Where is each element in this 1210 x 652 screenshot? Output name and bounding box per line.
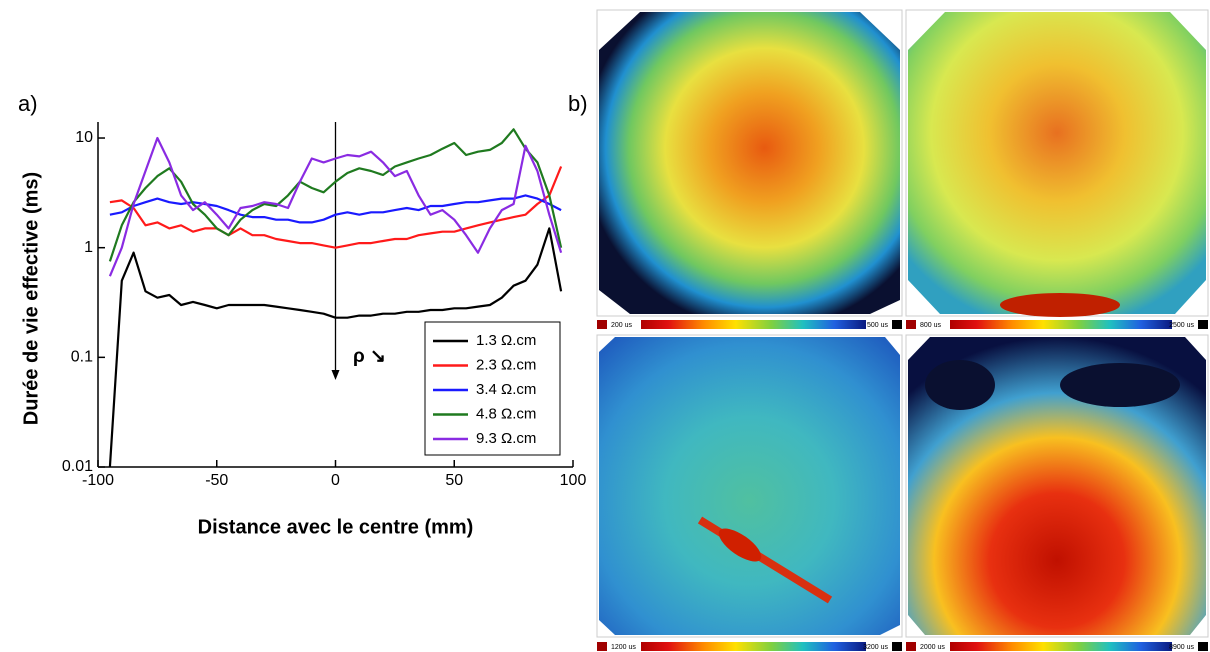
x-tick-label: -100 <box>82 472 114 489</box>
legend-box <box>424 321 561 456</box>
colorbar-min-label: 800 us <box>920 322 942 329</box>
y-tick-label: 1 <box>84 239 93 256</box>
colorbar-min-label: 1200 us <box>611 644 636 651</box>
colorbar-low <box>906 320 916 329</box>
colorbar-min-label: 2000 us <box>920 644 945 651</box>
map-feature <box>925 360 995 410</box>
y-axis-title: Durée de vie effective (ms) <box>20 172 42 425</box>
y-tick-label: 0.1 <box>71 349 93 366</box>
lifetime-map <box>599 337 900 635</box>
annotation: ρ ↘ <box>353 346 386 367</box>
colorbar-low <box>597 320 607 329</box>
legend-label: 2.3 Ω.cm <box>476 356 536 373</box>
series-line <box>108 128 563 262</box>
colorbar-max-label: 2500 us <box>1169 322 1194 329</box>
map-feature <box>718 528 762 562</box>
panel-label: a) <box>18 91 38 116</box>
colorbar <box>641 642 866 651</box>
y-tick-label: 0.01 <box>62 458 93 475</box>
legend-label: 9.3 Ω.cm <box>476 430 536 447</box>
colorbar <box>950 320 1172 329</box>
series-line <box>109 194 562 224</box>
series-line <box>109 166 563 249</box>
colorbar-low <box>906 642 916 651</box>
x-tick-label: 50 <box>445 472 463 489</box>
colorbar-high <box>1198 320 1208 329</box>
x-axis-title: Distance avec le centre (mm) <box>198 516 474 538</box>
y-tick-label: 10 <box>75 129 93 146</box>
series-line <box>108 227 563 468</box>
legend-label: 1.3 Ω.cm <box>476 332 536 349</box>
colorbars: 200 us 500 us 800 us 2500 us 1200 us 3200 us 2… <box>597 320 1208 651</box>
map-feature <box>1060 363 1180 407</box>
colorbar-high <box>1198 642 1208 651</box>
x-tick-label: 0 <box>331 472 340 489</box>
colorbar-max-label: 500 us <box>867 322 889 329</box>
lifetime-map <box>908 337 1206 635</box>
colorbar-high <box>892 320 902 329</box>
line-chart: 0.01 0.1 1 10 -100 -50 0 50 100 Distance avec le … <box>20 122 586 538</box>
colorbar <box>641 320 866 329</box>
x-tick-label: 100 <box>560 472 587 489</box>
legend-label: 3.4 Ω.cm <box>476 381 536 398</box>
colorbar <box>950 642 1172 651</box>
lifetime-map <box>908 12 1206 314</box>
colorbar-high <box>892 642 902 651</box>
colorbar-max-label: 3200 us <box>863 644 888 651</box>
lifetime-map <box>599 12 900 314</box>
map-feature <box>1000 293 1120 317</box>
colorbar-min-label: 200 us <box>611 322 633 329</box>
legend-label: 4.8 Ω.cm <box>476 405 536 422</box>
series-line <box>108 136 563 277</box>
colorbar-low <box>597 642 607 651</box>
colorbar-max-label: 8900 us <box>1169 644 1194 651</box>
annotation-arrowhead <box>331 370 340 380</box>
panel-label: b) <box>568 91 588 116</box>
x-tick-label: -50 <box>205 472 228 489</box>
